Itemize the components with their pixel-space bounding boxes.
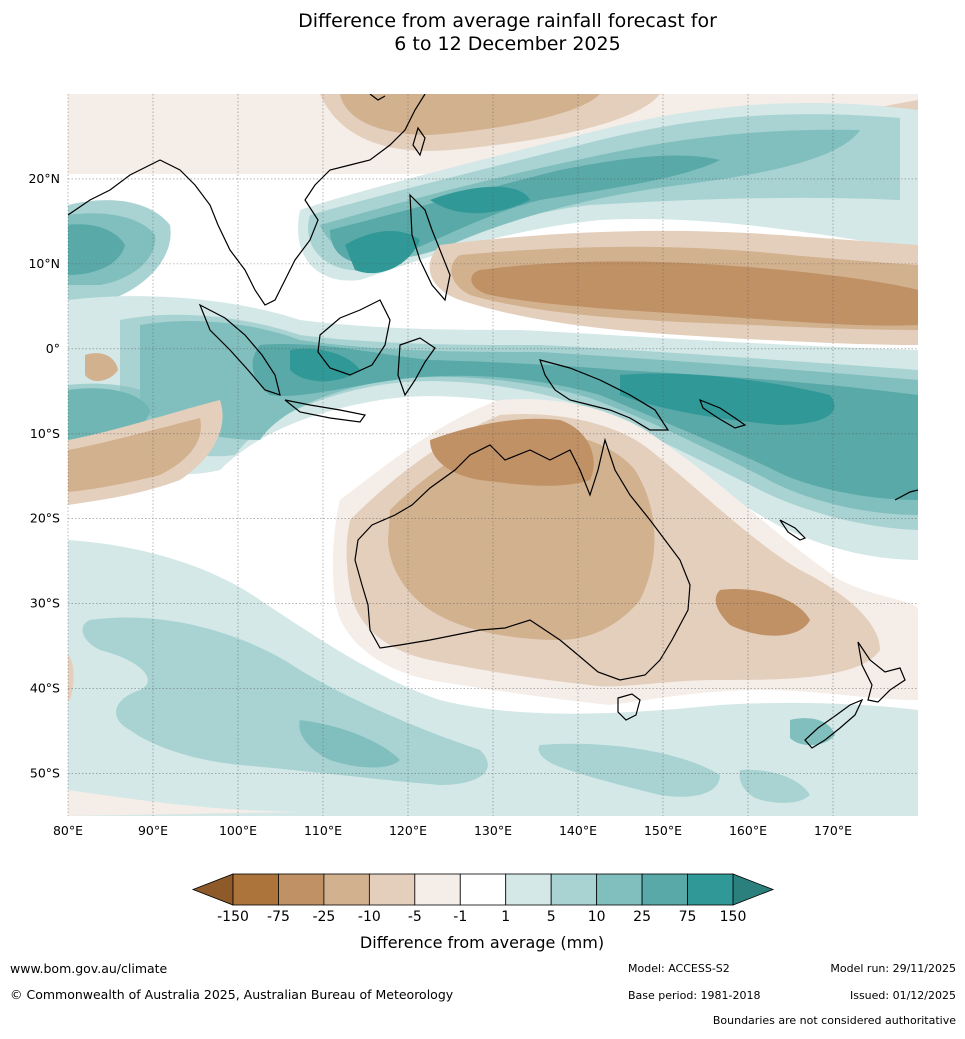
lat-tick-label: 10°N xyxy=(28,256,60,271)
colorbar-tick-label: 5 xyxy=(547,909,556,925)
coastline-fiji xyxy=(894,489,918,501)
colorbar-swatch xyxy=(550,873,598,906)
lon-tick-label: 150°E xyxy=(644,823,682,838)
anomaly-philippines-wet-5 xyxy=(345,186,530,274)
colorbar-swatch xyxy=(641,873,688,906)
colorbar-tick-label: 150 xyxy=(720,909,747,925)
lat-tick-label: 10°S xyxy=(30,426,60,441)
colorbar-swatch xyxy=(323,873,370,906)
anomaly-south-wet-3 xyxy=(299,720,400,768)
colorbar-tick-label: -10 xyxy=(358,909,381,925)
footer-copyright: © Commonwealth of Australia 2025, Austra… xyxy=(10,987,454,1002)
lon-tick-label: 80°E xyxy=(53,823,83,838)
colorbar-tick-label: 1 xyxy=(501,909,510,925)
coastline-new-guinea xyxy=(539,359,670,431)
anomaly-io-dry-3 xyxy=(85,353,118,382)
colorbar-swatch xyxy=(687,873,734,906)
anomaly-south-white-strip xyxy=(68,790,300,816)
anomaly-india-wet-3 xyxy=(68,224,125,275)
rainfall-anomaly-field xyxy=(68,94,918,816)
anomaly-pacific-dry-3 xyxy=(471,261,918,326)
coastline-asia xyxy=(68,94,426,306)
footer-model-run: Model run: 29/11/2025 xyxy=(830,962,956,975)
coastline-vanuatu xyxy=(779,519,807,541)
coastline-nz-south xyxy=(804,698,864,749)
lon-tick-label: 140°E xyxy=(559,823,597,838)
coastline-java xyxy=(284,399,367,423)
coastline-tasmania xyxy=(617,693,641,721)
lat-tick-label: 40°S xyxy=(30,681,60,696)
colorbar-swatch xyxy=(596,873,643,906)
colorbar-tick-label: 25 xyxy=(633,909,651,925)
footer-base-period: Base period: 1981-2018 xyxy=(628,989,761,1002)
coastline-nz-north xyxy=(857,641,906,703)
anomaly-china-dry-2 xyxy=(340,94,600,135)
colorbar-tick-label: -75 xyxy=(267,909,290,925)
coastline-philippines xyxy=(409,193,451,302)
anomaly-australia-dry-3 xyxy=(388,429,655,640)
coastline-japan xyxy=(369,94,386,101)
lon-tick-label: 100°E xyxy=(219,823,257,838)
coastline-borneo xyxy=(317,299,391,376)
colorbar-swatch xyxy=(232,873,279,906)
colorbar-swatch xyxy=(414,873,461,906)
title-line-2: 6 to 12 December 2025 xyxy=(394,33,621,55)
colorbar-tick-label: -5 xyxy=(408,909,422,925)
map-title: Difference from average rainfall forecas… xyxy=(0,10,965,56)
lat-tick-label: 50°S xyxy=(30,766,60,781)
coastline-australia xyxy=(354,437,691,681)
coastline-sumatra xyxy=(198,303,281,396)
colorbar-swatch xyxy=(505,873,552,906)
footer-issued: Issued: 01/12/2025 xyxy=(849,989,956,1002)
anomaly-nz-wet xyxy=(790,718,835,746)
colorbar-swatch xyxy=(459,873,507,906)
coastline-solomons xyxy=(698,398,747,429)
lat-tick-label: 20°S xyxy=(30,511,60,526)
colorbar-extend-low xyxy=(191,873,234,906)
footer-model: Model: ACCESS-S2 xyxy=(628,962,730,975)
footer-disclaimer: Boundaries are not considered authoritat… xyxy=(712,1014,956,1027)
lon-tick-label: 160°E xyxy=(729,823,767,838)
lat-tick-label: 20°N xyxy=(28,171,60,186)
graticule xyxy=(67,94,918,816)
latitude-labels: 20°N 10°N 0° 10°S 20°S 30°S 40°S 50°S xyxy=(28,171,60,781)
colorbar-extend-high xyxy=(732,873,775,906)
lon-tick-label: 120°E xyxy=(389,823,427,838)
colorbar-swatch xyxy=(278,873,325,906)
colorbar-tick-label: -150 xyxy=(217,909,249,925)
anomaly-equator-wet-5 xyxy=(290,348,835,425)
lon-tick-label: 90°E xyxy=(138,823,168,838)
coastlines xyxy=(68,94,918,749)
lon-tick-label: 110°E xyxy=(304,823,342,838)
lon-tick-label: 130°E xyxy=(474,823,512,838)
coastline-taiwan xyxy=(412,126,426,157)
anomaly-philippines-wet-4 xyxy=(330,155,720,264)
colorbar-swatch xyxy=(368,873,416,906)
colorbar-tick-label: 10 xyxy=(588,909,606,925)
anomaly-australia-dry-4 xyxy=(430,418,810,636)
title-line-1: Difference from average rainfall forecas… xyxy=(298,10,717,32)
colorbar-title: Difference from average (mm) xyxy=(360,933,604,952)
anomaly-io-dry-2 xyxy=(68,418,201,492)
footer-website: www.bom.gov.au/climate xyxy=(10,961,168,976)
lat-tick-label: 0° xyxy=(46,341,60,356)
colorbar: -150 -75 -25 -10 -5 -1 1 5 10 25 75 150 xyxy=(191,873,775,925)
colorbar-tick-label: -25 xyxy=(312,909,335,925)
lon-tick-label: 170°E xyxy=(814,823,852,838)
colorbar-tick-label: -1 xyxy=(453,909,467,925)
colorbar-tick-label: 75 xyxy=(679,909,697,925)
coastline-sulawesi xyxy=(397,337,436,397)
anomaly-south-wet-2 xyxy=(82,617,488,785)
longitude-labels: 80°E 90°E 100°E 110°E 120°E 130°E 140°E 150°E 16… xyxy=(53,823,852,838)
lat-tick-label: 30°S xyxy=(30,596,60,611)
